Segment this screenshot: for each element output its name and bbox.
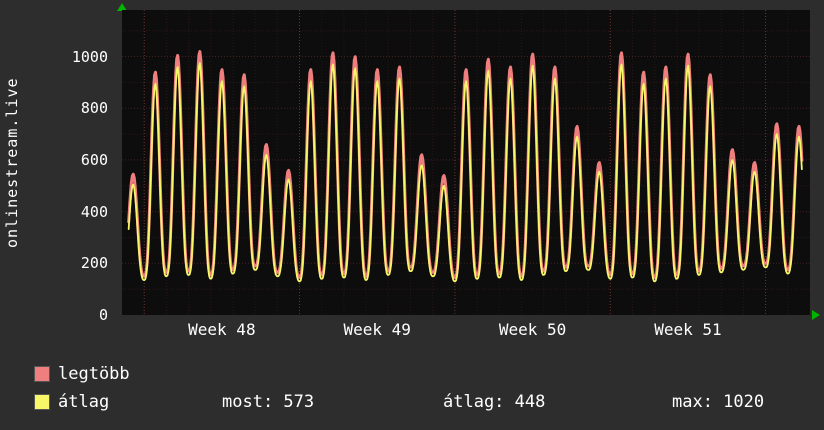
x-tick-label: Week 48 xyxy=(188,320,256,339)
y-tick-label: 200 xyxy=(80,254,108,273)
legend-avg-label: átlag xyxy=(58,392,110,412)
time-series-chart xyxy=(122,10,810,315)
x-tick-label: Week 51 xyxy=(654,320,722,339)
legend-row-avg: átlag most: 573 átlag: 448 max: 1020 xyxy=(0,392,824,414)
x-axis-labels: Week 48 Week 49 Week 50 Week 51 xyxy=(122,320,810,344)
legend-max-swatch xyxy=(34,366,50,382)
y-tick-label: 400 xyxy=(80,202,108,221)
y-tick-label: 0 xyxy=(98,306,108,324)
x-tick-label: Week 50 xyxy=(498,320,567,339)
y-tick-label: 1000 xyxy=(71,47,108,66)
stat-most: most: 573 xyxy=(222,392,315,412)
legend-avg-swatch xyxy=(34,394,50,410)
y-tick-label: 600 xyxy=(80,150,108,169)
legend: legtöbb átlag most: 573 átlag: 448 max: … xyxy=(0,360,824,426)
legend-max-label: legtöbb xyxy=(58,364,130,384)
y-axis-labels: 0 200 400 600 800 1000 xyxy=(0,10,114,323)
stat-max: max: 1020 xyxy=(672,392,765,412)
y-tick-label: 800 xyxy=(80,99,108,118)
x-tick-label: Week 49 xyxy=(343,320,411,339)
chart-plot-area xyxy=(122,10,810,315)
stat-atlag: átlag: 448 xyxy=(443,392,546,412)
axis-arrow-right-icon xyxy=(812,310,820,320)
legend-row-max: legtöbb xyxy=(0,364,824,386)
axis-arrow-up-icon xyxy=(117,3,127,11)
